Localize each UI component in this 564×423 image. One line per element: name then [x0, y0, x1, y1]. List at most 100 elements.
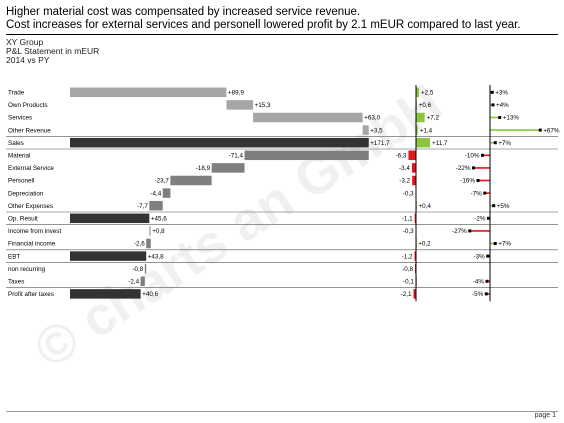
- delta-label-financial-income: +0,2: [418, 241, 431, 248]
- pct-label-taxes: -4%: [473, 279, 485, 286]
- pct-head-sales: [493, 141, 497, 145]
- bar-other-revenue: [362, 125, 369, 135]
- row-label-sales: Sales: [8, 140, 24, 147]
- delta-bar-op-result: [414, 213, 416, 224]
- headline-1: Higher material cost was compensated by …: [6, 6, 361, 18]
- delta-label-income-from-invest: -0,3: [403, 228, 414, 235]
- bar-trade: [70, 87, 227, 98]
- row-label-ebt: EBT: [8, 253, 20, 260]
- row-label-trade: Trade: [8, 90, 25, 97]
- row-label-taxes: Taxes: [8, 279, 24, 286]
- delta-label-material: -6,3: [396, 153, 407, 160]
- pct-label-personell: -16%: [460, 178, 475, 185]
- delta-label-other-expenses: +0,4: [418, 203, 431, 210]
- delta-bar-profit-after-taxes: [413, 289, 416, 299]
- pct-label-profit-after-taxes: -5%: [472, 291, 484, 298]
- pct-head-trade: [490, 90, 494, 94]
- pct-head-financial-income: [493, 242, 497, 245]
- headline-2: Cost increases for external services and…: [6, 19, 521, 31]
- pct-label-external-service: -22%: [456, 165, 471, 172]
- delta-bar-external-service: [411, 163, 416, 173]
- row-label-own-products: Own Products: [8, 102, 48, 109]
- bar-material: [244, 150, 369, 161]
- delta-label-external-service: -3,4: [399, 165, 410, 172]
- delta-label-taxes: -0,1: [403, 279, 414, 286]
- value-label-personell: -23,7: [155, 178, 170, 185]
- footer-rule: [6, 411, 558, 412]
- delta-label-non-recurring: -0,8: [402, 266, 413, 273]
- pct-head-ebt: [486, 254, 490, 258]
- row-label-profit-after-taxes: Profit after taxes: [8, 291, 54, 298]
- delta-label-sales: +11,7: [432, 140, 448, 147]
- delta-label-other-revenue: +1,4: [420, 127, 433, 134]
- delta-bar-trade: [416, 87, 419, 98]
- delta-label-depreciation: -0,3: [403, 190, 414, 197]
- pct-head-profit-after-taxes: [484, 292, 488, 296]
- row-label-non-recurring: non recurring: [8, 266, 46, 273]
- pct-head-other-expenses: [492, 204, 496, 208]
- bar-personell: [170, 175, 212, 186]
- pct-head-external-service: [472, 166, 475, 170]
- pct-head-op-result: [487, 216, 490, 220]
- row-label-financial-income: Financial income: [8, 241, 56, 248]
- delta-label-op-result: -1,1: [402, 216, 413, 223]
- value-label-external-service: -18,9: [196, 165, 211, 172]
- value-label-other-expenses: -7,7: [137, 203, 148, 210]
- row-label-external-service: External Service: [8, 165, 54, 172]
- bar-profit-after-taxes: [70, 289, 141, 299]
- pct-head-personell: [476, 179, 480, 182]
- delta-label-profit-after-taxes: -2,1: [401, 291, 412, 298]
- row-label-income-from-invest: Income from invest: [8, 228, 61, 235]
- row-label-other-revenue: Other Revenue: [8, 127, 51, 134]
- company-name: XY Group: [6, 37, 44, 47]
- bar-external-service: [211, 163, 245, 173]
- delta-bar-services: [416, 112, 425, 123]
- statement-label: P&L Statement in mEUR: [6, 46, 100, 56]
- pct-label-other-expenses: +5%: [497, 203, 510, 210]
- pct-label-sales: +7%: [498, 140, 511, 147]
- row-label-services: Services: [8, 115, 32, 122]
- value-label-op-result: +45,6: [151, 216, 167, 223]
- value-label-ebt: +43,8: [148, 253, 164, 260]
- delta-label-services: +7,2: [427, 115, 440, 122]
- bar-ebt: [70, 251, 147, 261]
- bar-sales: [70, 137, 369, 148]
- value-label-taxes: -2,4: [128, 279, 139, 286]
- pct-label-depreciation: -7%: [471, 190, 483, 197]
- delta-bar-personell: [412, 175, 416, 186]
- delta-bar-sales: [416, 137, 431, 148]
- bar-income-from-invest: [149, 226, 151, 236]
- page-number: page 1: [534, 412, 556, 419]
- delta-bar-ebt: [414, 251, 416, 261]
- pct-label-income-from-invest: -27%: [452, 228, 467, 235]
- bar-depreciation: [162, 188, 171, 198]
- pct-label-op-result: -2%: [474, 216, 486, 223]
- pct-label-material: -10%: [465, 153, 480, 160]
- pct-head-other-revenue: [538, 128, 542, 132]
- value-label-income-from-invest: +0,8: [152, 228, 165, 235]
- delta-label-own-products: +0,6: [419, 102, 432, 109]
- pct-head-income-from-invest: [468, 229, 472, 233]
- pct-label-financial-income: +7%: [498, 241, 511, 248]
- value-label-non-recurring: -0,8: [132, 266, 143, 273]
- bar-non-recurring: [144, 263, 147, 274]
- delta-bar-material: [408, 150, 416, 161]
- pct-head-depreciation: [483, 191, 487, 195]
- row-label-material: Material: [8, 153, 30, 160]
- bar-op-result: [70, 213, 150, 224]
- value-label-financial-income: -2,6: [134, 241, 145, 248]
- bar-services: [253, 112, 363, 123]
- delta-bar-other-revenue: [416, 125, 418, 135]
- pct-head-services: [498, 116, 502, 119]
- pct-label-own-products: +4%: [496, 102, 509, 109]
- pct-label-trade: +3%: [495, 90, 508, 97]
- delta-label-ebt: -1,2: [402, 253, 413, 260]
- value-label-sales: +171,7: [370, 140, 390, 147]
- value-label-own-products: +15,3: [255, 102, 271, 109]
- pct-label-other-revenue: +67%: [543, 127, 560, 134]
- pct-head-taxes: [485, 279, 489, 283]
- delta-label-trade: +2,5: [421, 90, 434, 97]
- pct-head-material: [481, 153, 484, 157]
- bar-financial-income: [146, 238, 151, 249]
